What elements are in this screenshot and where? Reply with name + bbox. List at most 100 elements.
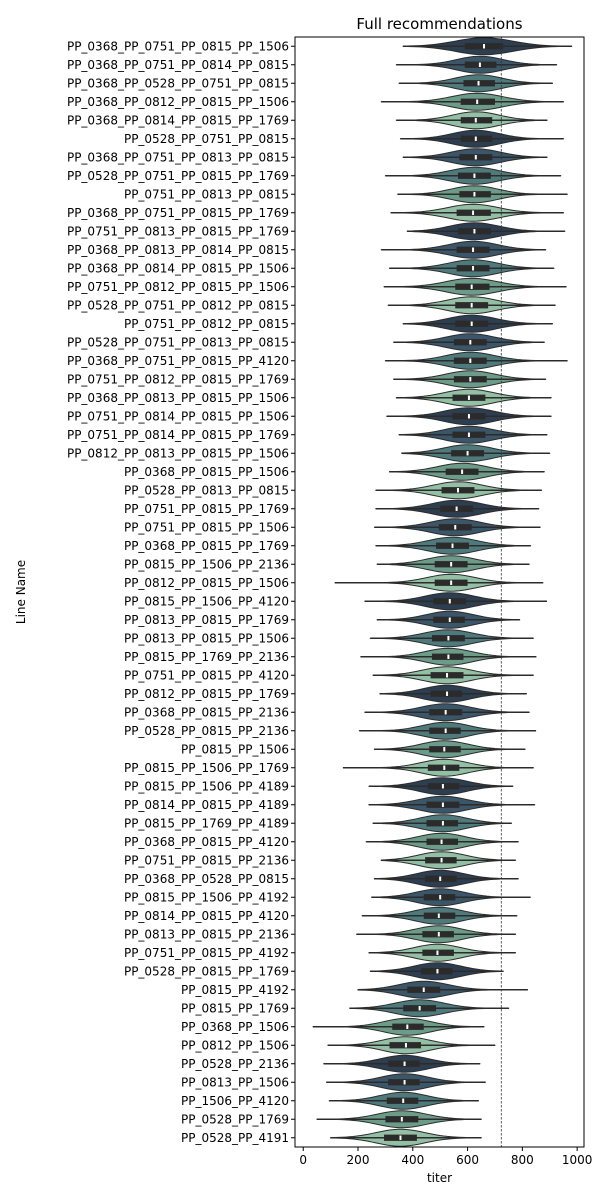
violin-median xyxy=(469,340,472,345)
y-tick-label: PP_1506_PP_4120 xyxy=(181,1094,289,1108)
violin-median xyxy=(447,654,450,659)
violin-median xyxy=(443,747,446,752)
y-tick-label: PP_0368_PP_0528_PP_0815 xyxy=(124,872,289,886)
violin-median xyxy=(444,728,447,733)
violin-median xyxy=(439,876,442,881)
y-tick-label: PP_0815_PP_1506_PP_2136 xyxy=(124,557,289,571)
violin-median xyxy=(476,99,479,104)
y-tick-label: PP_0751_PP_0814_PP_0815_PP_1769 xyxy=(67,428,289,442)
violin-median xyxy=(404,1043,407,1048)
violin-42 xyxy=(372,814,512,833)
violin-median xyxy=(403,1080,406,1085)
y-tick-label: PP_0815_PP_1506_PP_1769 xyxy=(124,761,289,775)
violin-median xyxy=(472,266,475,271)
y-tick-label: PP_0815_PP_4192 xyxy=(181,983,289,997)
y-tick-label: PP_0368_PP_0751_PP_0815_PP_1769 xyxy=(67,206,289,220)
x-tick-label: 400 xyxy=(401,1153,424,1167)
violin-median xyxy=(473,173,476,178)
violin-17 xyxy=(384,351,568,370)
y-tick-label: PP_0528_PP_1769 xyxy=(181,1112,289,1126)
violin-median xyxy=(446,673,449,678)
y-tick-label: PP_0751_PP_0812_PP_0815_PP_1769 xyxy=(67,372,289,386)
y-tick-label: PP_0813_PP_1506 xyxy=(181,1075,289,1089)
violin-43 xyxy=(365,832,519,851)
y-tick-label: PP_0368_PP_1506 xyxy=(181,1020,289,1034)
violin-7 xyxy=(384,166,562,185)
violin-32 xyxy=(369,629,534,648)
y-tick-label: PP_0814_PP_0815_PP_4189 xyxy=(124,798,289,812)
violin-24 xyxy=(375,481,543,500)
y-tick-label: PP_0751_PP_0812_PP_0815 xyxy=(124,317,289,331)
y-tick-label: PP_0528_PP_0751_PP_0815 xyxy=(124,132,289,146)
x-tick-label: 600 xyxy=(456,1153,479,1167)
violin-27 xyxy=(375,536,532,555)
violin-median xyxy=(473,192,476,197)
y-tick-label: PP_0368_PP_0751_PP_0814_PP_0815 xyxy=(67,58,289,72)
violin-49 xyxy=(368,943,517,962)
y-tick-label: PP_0815_PP_1506_PP_4120 xyxy=(124,594,289,608)
violin-4 xyxy=(395,111,548,130)
violin-8 xyxy=(397,185,568,204)
violin-38 xyxy=(373,740,526,759)
y-tick-label: PP_0812_PP_0813_PP_0815_PP_1506 xyxy=(67,446,289,460)
violin-median xyxy=(436,969,439,974)
y-tick-label: PP_0528_PP_0813_PP_0815 xyxy=(124,483,289,497)
y-tick-label: PP_0368_PP_0751_PP_0815_PP_1506 xyxy=(67,39,289,53)
violin-median xyxy=(469,377,472,382)
violin-50 xyxy=(369,962,504,981)
y-tick-label: PP_0815_PP_1506_PP_4189 xyxy=(124,779,289,793)
violin-median xyxy=(437,932,440,937)
y-tick-label: PP_0751_PP_0813_PP_0815_PP_1769 xyxy=(67,224,289,238)
x-tick-label: 1000 xyxy=(562,1153,593,1167)
violin-median xyxy=(443,765,446,770)
violin-53 xyxy=(312,1017,485,1036)
violin-median xyxy=(456,488,459,493)
violin-median xyxy=(399,1135,402,1140)
x-tick-label: 800 xyxy=(511,1153,534,1167)
violin-median xyxy=(406,1024,409,1029)
violin-41 xyxy=(368,795,536,814)
violin-23 xyxy=(389,462,545,481)
violin-median xyxy=(467,432,470,437)
violin-46 xyxy=(371,888,531,907)
y-tick-label: PP_0368_PP_0812_PP_0815_PP_1506 xyxy=(67,95,289,109)
violin-median xyxy=(444,710,447,715)
violin-55 xyxy=(323,1054,481,1073)
violin-median xyxy=(474,118,477,123)
plot-frame xyxy=(294,36,585,1148)
violin-median xyxy=(472,210,475,215)
violin-median xyxy=(472,247,475,252)
violin-median xyxy=(436,950,439,955)
y-tick-label: PP_0368_PP_0814_PP_0815_PP_1769 xyxy=(67,113,289,127)
violin-median xyxy=(470,284,473,289)
y-tick-label: PP_0368_PP_0815_PP_1769 xyxy=(124,539,289,553)
violin-median xyxy=(466,451,469,456)
violin-48 xyxy=(356,925,517,944)
violin-54 xyxy=(327,1036,496,1055)
y-tick-label: PP_0751_PP_0815_PP_1769 xyxy=(124,502,289,516)
y-tick-label: PP_0815_PP_1506_PP_4192 xyxy=(124,890,289,904)
violin-median xyxy=(441,802,444,807)
violin-19 xyxy=(395,388,552,407)
y-tick-label: PP_0813_PP_0815_PP_2136 xyxy=(124,927,289,941)
violin-median xyxy=(403,1061,406,1066)
y-tick-label: PP_0815_PP_1769 xyxy=(181,1001,289,1015)
y-tick-label: PP_0751_PP_0815_PP_1506 xyxy=(124,520,289,534)
y-tick-label: PP_0815_PP_1769_PP_2136 xyxy=(124,650,289,664)
y-tick-label: PP_0751_PP_0814_PP_0815_PP_1506 xyxy=(67,409,289,423)
violin-median xyxy=(440,858,443,863)
violin-26 xyxy=(373,518,541,537)
violin-37 xyxy=(358,721,537,740)
violin-56 xyxy=(326,1073,486,1092)
violin-44 xyxy=(380,851,517,870)
y-tick-label: PP_0812_PP_1506 xyxy=(181,1038,289,1052)
violin-median xyxy=(470,321,473,326)
violin-2 xyxy=(398,74,553,93)
y-axis-title: Line Name xyxy=(14,560,28,624)
violin-18 xyxy=(393,370,547,389)
violin-15 xyxy=(402,314,553,333)
violin-35 xyxy=(379,684,527,703)
violin-median xyxy=(439,895,442,900)
violin-median xyxy=(437,913,440,918)
y-tick-label: PP_0751_PP_0815_PP_2136 xyxy=(124,853,289,867)
